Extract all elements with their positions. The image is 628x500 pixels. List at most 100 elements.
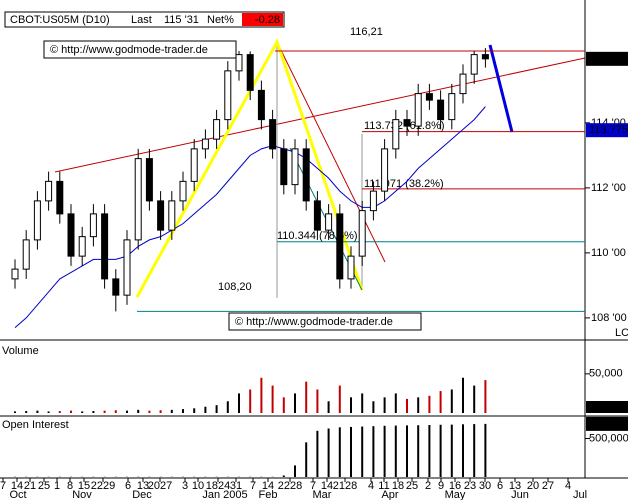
y-tick-label: 108 '00 xyxy=(591,312,627,324)
candle-body xyxy=(213,119,221,140)
symbol: CBOT:US05M (D10) xyxy=(10,14,110,26)
month-label: Feb xyxy=(259,489,278,500)
candle-body xyxy=(224,70,232,121)
last-value: 115 '31 xyxy=(164,14,199,26)
x-tick-label: 11 xyxy=(378,480,389,492)
price-marker xyxy=(586,51,628,66)
candle-body xyxy=(325,213,333,231)
x-tick-label: 2228 xyxy=(278,480,302,492)
candle-body xyxy=(392,119,400,150)
candle-body xyxy=(168,200,176,231)
net-label: Net% xyxy=(207,14,234,26)
panel-title: Volume xyxy=(2,345,39,357)
last-label: Last xyxy=(131,14,152,26)
month-label: Apr xyxy=(381,489,398,500)
x-tick-label: 14 xyxy=(262,480,274,492)
x-tick-label: 6 xyxy=(125,480,131,492)
x-tick-label: 20 xyxy=(527,480,539,492)
moving-average xyxy=(14,106,486,329)
month-label: Jun xyxy=(511,489,529,500)
x-tick-label: 7 xyxy=(0,480,6,492)
candle-body xyxy=(414,93,422,127)
x-tick-label: 21 xyxy=(24,480,36,492)
x-tick-label: 1824 xyxy=(206,480,230,492)
volume-marker-label: 2 xyxy=(589,401,595,413)
watermark: © http://www.godmode-trader.de xyxy=(235,316,393,328)
level-label: 108,20 xyxy=(218,281,252,293)
net-box xyxy=(242,13,283,26)
x-tick-label: 14 xyxy=(321,480,333,492)
x-tick-label: 13 xyxy=(137,480,149,492)
level-label: 116,21 xyxy=(350,26,383,38)
x-tick-label: 2 xyxy=(425,480,431,492)
y-tick-label: 50,000 xyxy=(589,368,623,380)
x-tick-label: 14 xyxy=(11,480,23,492)
candle-body xyxy=(56,180,64,215)
candle-body xyxy=(157,200,165,231)
x-tick-label: 2027 xyxy=(148,480,172,492)
y-tick-label: 112 '00 xyxy=(591,182,626,194)
projection xyxy=(488,44,514,133)
candle-body xyxy=(145,158,153,202)
candle-body xyxy=(123,239,131,296)
candle-body xyxy=(134,158,142,241)
volume-marker xyxy=(586,400,628,413)
watermark-box xyxy=(228,312,422,331)
candle-body xyxy=(78,236,86,257)
watermark: © http://www.godmode-trader.de xyxy=(50,44,208,56)
month-label: Dec xyxy=(132,489,152,500)
price-marker-label: 115 '31 xyxy=(589,53,624,65)
oi-marker xyxy=(586,416,628,431)
month-label: Jul xyxy=(573,489,587,500)
x-tick-label: 1 xyxy=(54,480,60,492)
trend-line xyxy=(276,41,386,263)
candle-body xyxy=(291,148,299,186)
candle-body xyxy=(257,89,265,121)
x-tick-label: 7 xyxy=(310,480,316,492)
x-tick-label: 25 xyxy=(38,480,50,492)
candle-body xyxy=(179,180,187,202)
candle-body xyxy=(45,180,53,202)
candle-body xyxy=(369,190,377,212)
candle-body xyxy=(470,54,478,75)
zigzag xyxy=(135,38,364,298)
x-tick-label: 25 xyxy=(406,480,418,492)
x-tick-label: 4 xyxy=(368,480,374,492)
x-tick-label: 31 xyxy=(230,480,242,492)
candle-body xyxy=(235,54,243,72)
x-tick-label: 7 xyxy=(250,480,256,492)
net-value: -0.28 xyxy=(255,14,280,26)
y-tick-label: 500,000 xyxy=(589,432,628,444)
candle-body xyxy=(313,200,321,231)
x-tick-label: 16 xyxy=(449,480,461,492)
candle-body xyxy=(336,213,344,280)
candle-body xyxy=(101,213,109,280)
x-tick-label: 18 xyxy=(392,480,404,492)
x-tick-label: 9 xyxy=(438,480,444,492)
candle-body xyxy=(459,73,467,95)
x-tick-label: 27 xyxy=(542,480,554,492)
candle-body xyxy=(358,210,366,257)
x-tick-label: 15 xyxy=(78,480,90,492)
x-tick-label: 3 xyxy=(182,480,188,492)
candle-body xyxy=(11,268,19,280)
x-tick-label: 23 xyxy=(464,480,476,492)
header-box xyxy=(4,11,285,28)
candle-body xyxy=(89,213,97,238)
candle-body xyxy=(448,93,456,121)
x-tick-label: 30 xyxy=(479,480,491,492)
candle-body xyxy=(112,278,120,296)
candle-body xyxy=(302,148,310,202)
month-label: Oct xyxy=(9,489,26,500)
candle-body xyxy=(481,54,489,60)
month-label: Mar xyxy=(313,489,332,500)
panel-title: Open Interest xyxy=(2,419,69,431)
candle-body xyxy=(269,119,277,150)
candle-body xyxy=(22,239,30,270)
x-tick-label: 4 xyxy=(565,480,571,492)
price-marker-label: 113.775 xyxy=(589,124,628,136)
x-tick-label: 8 xyxy=(67,480,73,492)
candle-body xyxy=(280,148,288,186)
x-tick-label: 13 xyxy=(509,480,521,492)
